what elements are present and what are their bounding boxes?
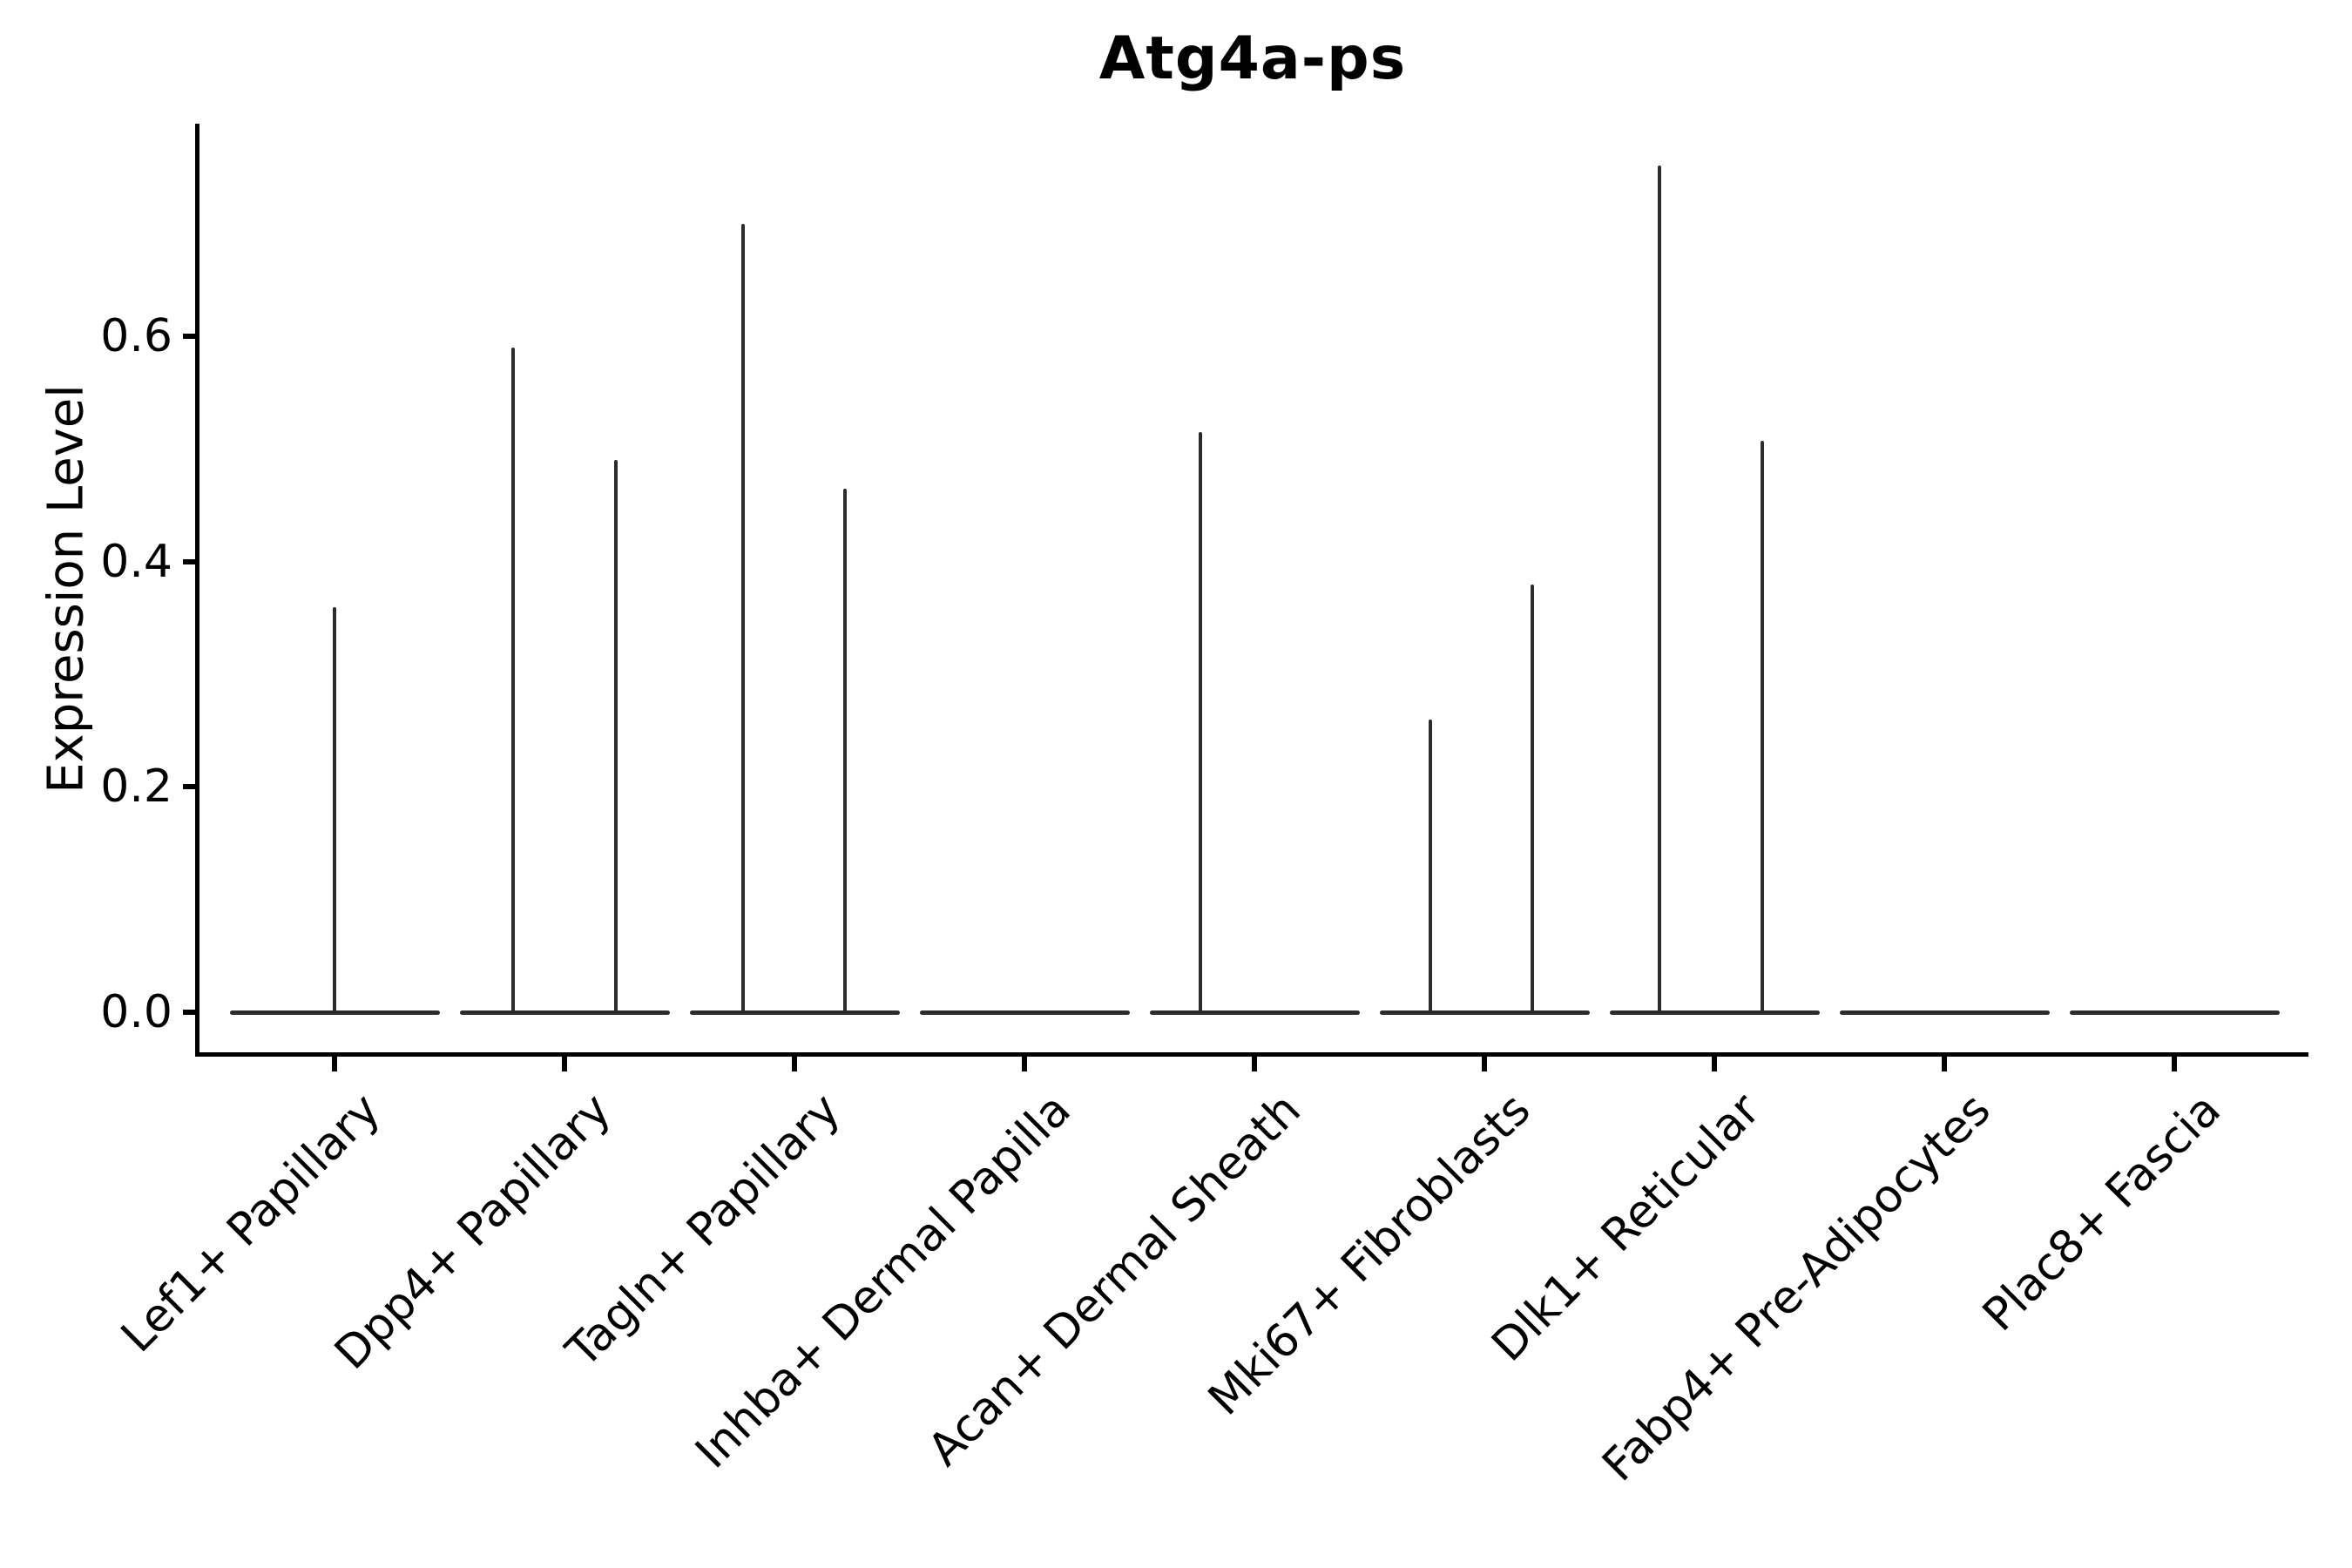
violin-max-spike [1761, 441, 1765, 1014]
violin-baseline [1379, 1010, 1590, 1015]
x-tick-mark [792, 1057, 797, 1071]
violin-baseline [1149, 1010, 1360, 1015]
y-axis-label: Expression Level [37, 384, 95, 794]
y-tick-mark [183, 334, 197, 340]
x-axis-spine [195, 1052, 2308, 1057]
violin-max-spike [614, 460, 618, 1014]
violin-max-spike [1198, 432, 1202, 1014]
violin-max-spike [1428, 719, 1432, 1014]
x-tick-label: Fabp4+ Pre-Adipocytes [1592, 1084, 2001, 1492]
y-tick-label: 0.2 [100, 760, 172, 814]
x-tick-mark [1022, 1057, 1027, 1071]
x-tick-mark [1942, 1057, 1947, 1071]
violin-max-spike [1531, 584, 1535, 1014]
violin-baseline [689, 1010, 900, 1015]
x-tick-label: Plac8+ Fascia [1972, 1084, 2231, 1342]
x-tick-mark [2172, 1057, 2177, 1071]
x-tick-mark [1252, 1057, 1257, 1071]
violin-max-spike [510, 348, 515, 1014]
y-tick-mark [183, 1010, 197, 1015]
y-tick-label: 0.0 [100, 986, 172, 1038]
violin-baseline [2069, 1010, 2280, 1015]
y-tick-mark [183, 784, 197, 790]
y-tick-mark [183, 558, 197, 564]
violin-max-spike [843, 488, 848, 1014]
y-axis-spine [195, 124, 199, 1057]
x-tick-mark [332, 1057, 337, 1071]
x-tick-mark [562, 1057, 567, 1071]
violin-max-spike [1657, 165, 1661, 1014]
y-tick-label: 0.6 [100, 310, 172, 363]
violin-max-spike [333, 606, 336, 1014]
violin-baseline [459, 1010, 670, 1015]
x-tick-mark [1482, 1057, 1487, 1071]
x-tick-mark [1712, 1057, 1717, 1071]
y-tick-label: 0.4 [100, 535, 172, 588]
plot-title: Atg4a-ps [1098, 24, 1407, 93]
violin-max-spike [740, 223, 745, 1014]
violin-baseline [1609, 1010, 1820, 1015]
x-tick-label: Inhba+ Dermal Papilla [685, 1084, 1081, 1479]
x-tick-label: Acan+ Dermal Sheath [917, 1084, 1311, 1477]
violin-baseline [919, 1010, 1130, 1015]
violin-baseline [1839, 1010, 2050, 1015]
